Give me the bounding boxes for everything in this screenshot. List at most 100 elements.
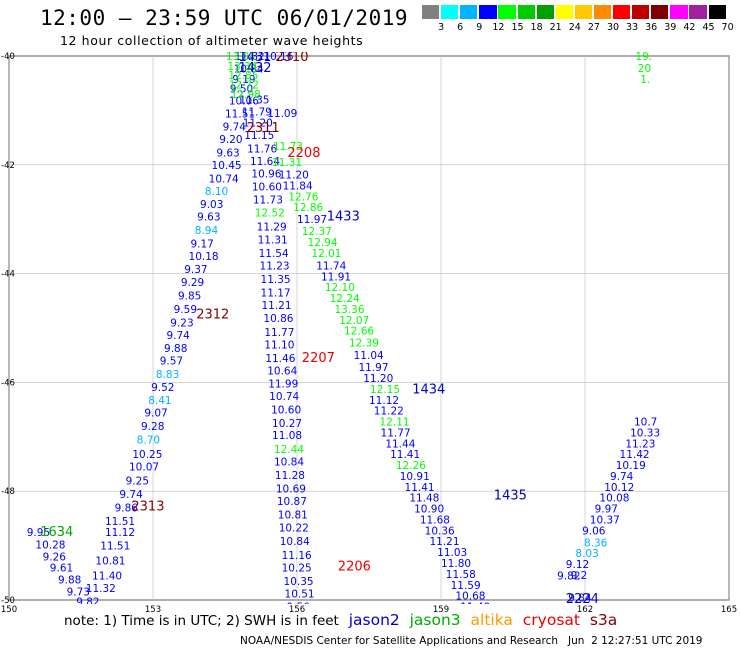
wave-height-label: 11.20 — [363, 373, 393, 385]
wave-height-label: 12.37 — [302, 226, 332, 238]
color-scale-tick: 12 — [492, 22, 505, 33]
wave-height-label: 9.82 — [76, 597, 99, 609]
x-tick-label: 159 — [433, 605, 449, 615]
wave-height-label: 11.51 — [105, 516, 135, 528]
color-scale-tick: 39 — [664, 22, 677, 33]
wave-height-label: 10.22 — [279, 523, 309, 535]
wave-height-label: 10.87 — [277, 496, 307, 508]
wave-height-label: 10.06 — [229, 96, 259, 108]
wave-height-label: 11.10 — [264, 339, 294, 351]
wave-height-label: 11.17 — [261, 288, 291, 300]
wave-height-label: 9.61 — [50, 562, 73, 574]
wave-height-label: 10.08 — [599, 493, 629, 505]
wave-height-label: 12.39 — [349, 338, 379, 350]
wave-height-label: 11.54 — [259, 248, 289, 260]
wave-height-label: 10.60 — [271, 405, 301, 417]
legend-jason2: jason2 — [338, 611, 400, 629]
wave-height-label: 12.72 — [229, 79, 259, 91]
wave-height-label: 10.35 — [284, 576, 314, 588]
color-swatch — [651, 5, 669, 19]
wave-height-label: 11.12 — [369, 395, 399, 407]
wave-height-label: 9.06 — [582, 525, 606, 537]
wave-height-label: 9.82 — [557, 571, 580, 583]
wave-height-label: 9.12 — [566, 559, 589, 571]
wave-height-label: 8.10 — [205, 186, 228, 198]
x-tick-label: 156 — [289, 605, 305, 615]
wave-height-label: 12.86 — [293, 202, 323, 214]
wave-height-label: 13.34 — [227, 61, 257, 73]
wave-height-label: 10.18 — [189, 251, 219, 263]
wave-height-label: 10.91 — [400, 471, 430, 483]
wave-height-label: 11.46 — [265, 353, 295, 365]
wave-height-label: 9.99 — [573, 603, 596, 615]
wave-height-label: 10.68 — [455, 591, 485, 603]
pass-time-label: 2313 — [131, 499, 164, 514]
pass-time-label: 1434 — [412, 382, 445, 397]
color-swatch — [593, 5, 612, 19]
color-scale-tick: 18 — [530, 22, 543, 33]
wave-height-label: 9.73 — [67, 586, 90, 598]
wave-height-label: 11.09 — [267, 108, 297, 120]
wave-height-label: 11.68 — [420, 514, 450, 526]
wave-height-label: 9.25 — [126, 475, 149, 487]
wave-height-label: 10.45 — [212, 160, 242, 172]
wave-height-label: 12.24 — [330, 293, 360, 305]
wave-height-label: 9.84 — [568, 592, 592, 604]
wave-height-label: 9.86 — [115, 503, 139, 515]
wave-height-label: 9.2 — [571, 570, 588, 582]
wave-height-label: 11.21 — [261, 300, 291, 312]
wave-height-label: 9.29 — [181, 277, 204, 289]
wave-height-label: 9.95 — [27, 527, 50, 539]
wave-height-label: 11.80 — [441, 558, 471, 570]
wave-height-label: 9.56 — [286, 602, 310, 614]
wave-height-label: 12.98 — [231, 89, 261, 101]
wave-height-label: 10.81 — [278, 510, 308, 522]
color-swatch — [479, 5, 497, 19]
wave-height-label: 11.58 — [446, 569, 476, 581]
wave-height-label: 10.81 — [95, 555, 125, 567]
wave-height-label: 9.28 — [141, 421, 164, 433]
wave-height-label: 8.94 — [195, 225, 219, 237]
wave-height-label: 10.25 — [132, 449, 162, 461]
wave-height-label: 1. — [640, 74, 650, 86]
color-scale-tick: 27 — [587, 22, 600, 33]
wave-height-label: 11.76 — [247, 143, 277, 155]
color-swatch — [708, 5, 726, 19]
wave-height-label: 11.20 — [243, 117, 273, 129]
wave-height-label: 11.51 — [100, 541, 130, 553]
color-swatch — [498, 5, 516, 19]
color-scale-tick: 30 — [606, 22, 620, 33]
wave-height-label: 11.79 — [242, 106, 272, 118]
color-swatch — [536, 5, 554, 19]
color-scale-tick: 45 — [702, 22, 715, 33]
pass-time-label: 2206 — [338, 559, 371, 574]
wave-height-label: 12.15 — [370, 384, 400, 396]
wave-height-label: 9.57 — [160, 356, 183, 368]
color-swatch — [460, 5, 478, 19]
wave-height-label: 10.7 — [634, 417, 657, 429]
wave-height-label: 11.16 — [282, 550, 312, 562]
wave-height-label: 9.03 — [200, 199, 223, 211]
wave-height-label: 12.10 — [325, 282, 355, 294]
wave-height-label: 8.03 — [575, 548, 598, 560]
legend-note-text: note: 1) Time is in UTC; 2) SWH is in fe… — [64, 613, 339, 629]
wave-height-label: 10.33 — [630, 427, 660, 439]
x-tick-label: 153 — [145, 605, 161, 615]
wave-height-label: 12.76 — [288, 191, 318, 203]
legend-s3a: s3a — [579, 611, 618, 629]
pass-time-label: 1435 — [494, 489, 527, 504]
color-scale-tick: 21 — [549, 22, 562, 33]
wave-height-label: 10.74 — [209, 173, 239, 185]
wave-height-label: 11.32 — [86, 583, 116, 595]
wave-height-label: 10.28 — [35, 540, 65, 552]
wave-height-label: 11.21 — [429, 536, 459, 548]
y-tick-label: -42 — [1, 161, 15, 171]
wave-height-label: 11.73 — [253, 195, 283, 207]
color-swatch — [422, 5, 440, 19]
wave-height-label: 20 — [638, 63, 651, 75]
x-tick-label: 150 — [1, 605, 17, 615]
wave-height-label: 11.51 — [225, 109, 255, 121]
legend-altika: altika — [460, 611, 513, 629]
pass-time-label: 2207 — [302, 351, 335, 366]
